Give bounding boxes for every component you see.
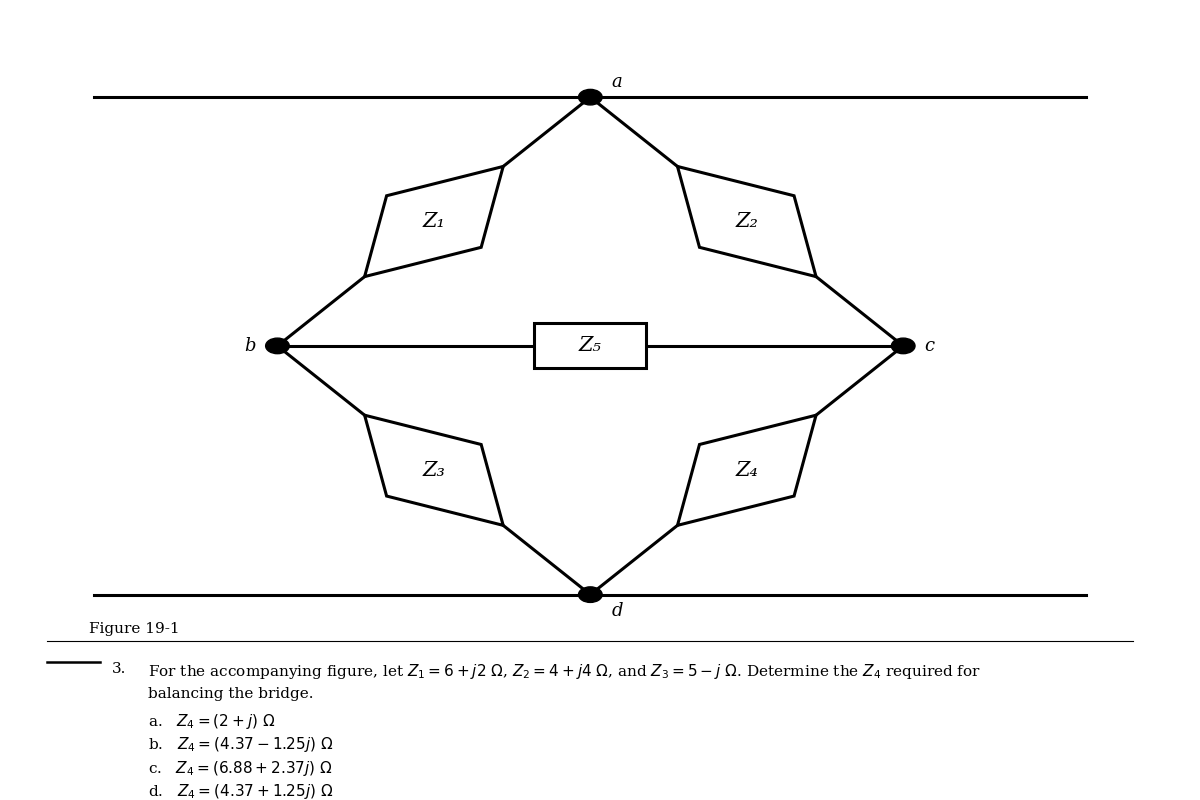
Text: Z₄: Z₄ <box>736 461 758 480</box>
Text: balancing the bridge.: balancing the bridge. <box>148 687 313 701</box>
Text: Z₁: Z₁ <box>422 212 445 231</box>
Circle shape <box>578 90 602 105</box>
Text: b.   $Z_4 = (4.37 - 1.25j)\ \Omega$: b. $Z_4 = (4.37 - 1.25j)\ \Omega$ <box>148 735 334 754</box>
Text: 3.: 3. <box>112 662 126 676</box>
Text: Z₅: Z₅ <box>578 337 601 355</box>
Text: c: c <box>924 337 935 355</box>
Polygon shape <box>365 166 503 277</box>
Bar <box>534 323 647 369</box>
Polygon shape <box>365 415 503 526</box>
Text: d.   $Z_4 = (4.37 + 1.25j)\ \Omega$: d. $Z_4 = (4.37 + 1.25j)\ \Omega$ <box>148 782 334 800</box>
Circle shape <box>892 338 916 354</box>
Text: c.   $Z_4 = (6.88 + 2.37j)\ \Omega$: c. $Z_4 = (6.88 + 2.37j)\ \Omega$ <box>148 758 332 778</box>
Polygon shape <box>678 166 816 277</box>
Text: b: b <box>245 337 257 355</box>
Circle shape <box>265 338 289 354</box>
Text: Z₂: Z₂ <box>736 212 758 231</box>
Text: Figure 19-1: Figure 19-1 <box>89 622 179 636</box>
Circle shape <box>578 587 602 602</box>
Text: d: d <box>612 602 623 621</box>
Text: a.   $Z_4 = (2 + j)\ \Omega$: a. $Z_4 = (2 + j)\ \Omega$ <box>148 712 275 731</box>
Text: Z₃: Z₃ <box>422 461 445 480</box>
Text: For the accompanying figure, let $Z_1 = 6 + j2\ \Omega$, $Z_2 = 4 + j4\ \Omega$,: For the accompanying figure, let $Z_1 = … <box>148 662 980 682</box>
Text: a: a <box>612 73 623 91</box>
Polygon shape <box>678 415 816 526</box>
